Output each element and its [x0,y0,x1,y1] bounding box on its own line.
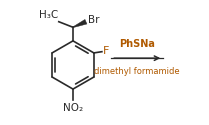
Text: H₃C: H₃C [39,10,58,20]
Text: Br: Br [88,15,100,25]
Text: PhSNa: PhSNa [119,39,155,49]
Text: F: F [103,46,110,56]
Polygon shape [73,19,87,28]
Text: dimethyl formamide: dimethyl formamide [94,67,180,76]
Text: NO₂: NO₂ [63,103,83,113]
